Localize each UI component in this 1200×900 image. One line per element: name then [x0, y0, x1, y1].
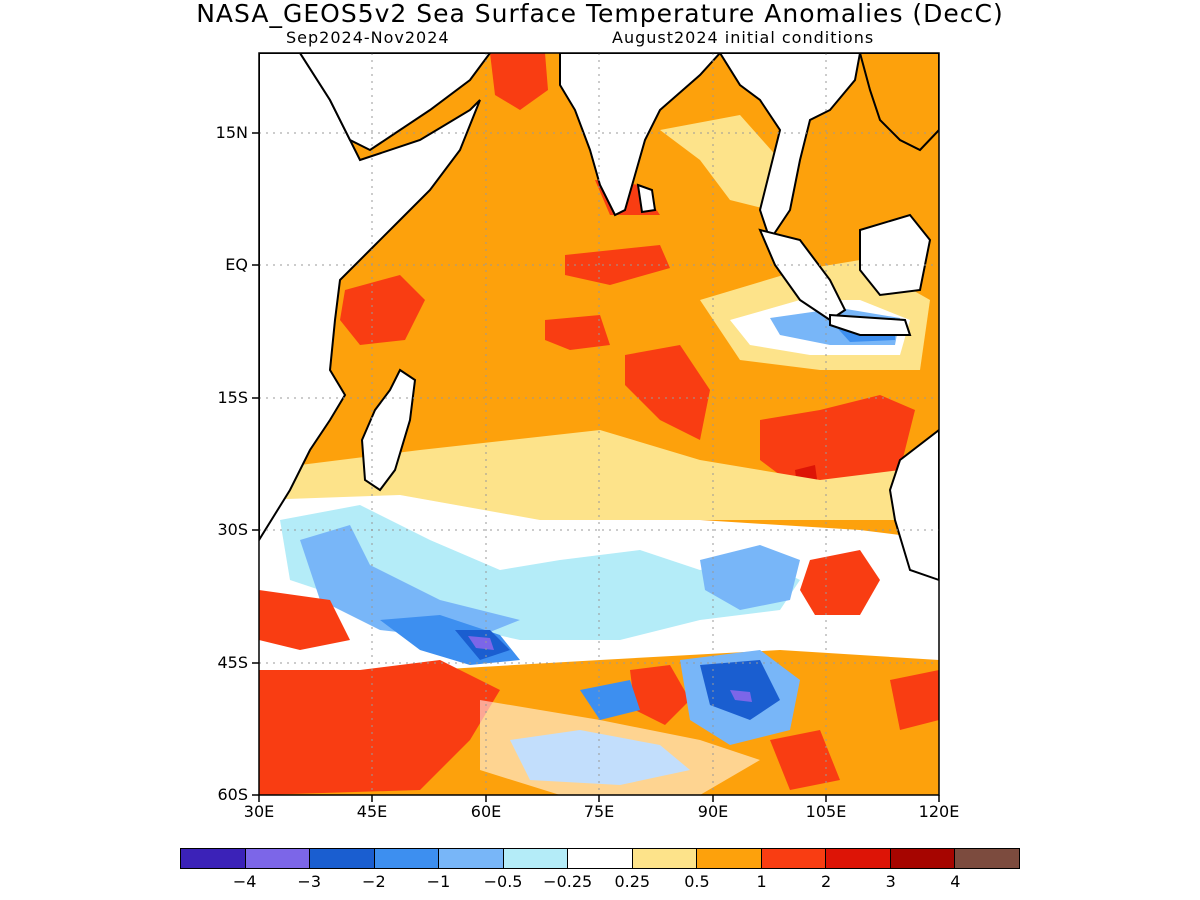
tick-marks [252, 132, 940, 802]
anomaly-red-central [545, 315, 610, 350]
colorbar-swatch-3 [374, 849, 440, 868]
anomaly-lightblue-east-midlat [700, 545, 800, 610]
anomaly-yellow-east-tropics [660, 115, 780, 210]
map-title: NASA_GEOS5v2 Sea Surface Temperature Ano… [196, 0, 1004, 28]
initial-conditions: August2024 initial conditions [612, 28, 875, 47]
land-india [559, 53, 722, 217]
anomaly-lightblue-midlat [300, 525, 520, 640]
colorbar-swatch-7 [632, 849, 698, 868]
anomaly-red-south-east [890, 670, 939, 730]
land-australia [888, 428, 939, 582]
anomaly-purple-south-core [730, 690, 752, 702]
lat-label-15s: 15S [217, 388, 248, 407]
forecast-period: Sep2024-Nov2024 [286, 28, 450, 47]
anomaly-red-south-far-east [770, 730, 840, 790]
lon-label-45e: 45E [356, 802, 388, 821]
lat-label-30s: 30S [217, 520, 248, 539]
colorbar-label: 4 [950, 872, 961, 891]
colorbar-label: 0.5 [684, 872, 710, 891]
lat-label-15n: 15N [215, 123, 248, 142]
colorbar-label: 0.25 [614, 872, 651, 891]
colorbar-label: −3 [297, 872, 322, 891]
colorbar-swatch-5 [503, 849, 569, 868]
colorbar [180, 848, 1020, 869]
anomaly-blue-south-core [700, 660, 780, 720]
colorbar-swatch-6 [568, 849, 633, 868]
land-srilanka [636, 183, 657, 214]
colorbar-label: 1 [756, 872, 767, 891]
anomaly-red-south-band [259, 660, 500, 795]
anomaly-red-southwest [259, 590, 350, 650]
colorbar-swatch-10 [826, 849, 891, 868]
lon-label-60e: 60E [470, 802, 502, 821]
colorbar-label: 3 [885, 872, 896, 891]
colorbar-label: −2 [362, 872, 386, 891]
land-seasia [718, 53, 862, 243]
colorbar-swatch-12 [955, 849, 1019, 868]
anomaly-red-east-midlat [800, 550, 880, 615]
anomaly-red-southeast [625, 345, 710, 440]
colorbar-label: −0.25 [543, 872, 593, 891]
lon-label-30e: 30E [243, 802, 275, 821]
colorbar-swatch-11 [890, 849, 956, 868]
colorbar-swatch-8 [697, 849, 762, 868]
lon-label-75e: 75E [583, 802, 615, 821]
land-africa [259, 53, 481, 542]
land-indochina-east [858, 53, 939, 152]
lat-label-60s: 60S [217, 785, 248, 804]
colorbar-label: −4 [232, 872, 257, 891]
lat-label-eq: EQ [225, 255, 248, 274]
colorbar-swatch-4 [439, 849, 504, 868]
anomaly-white-south-deep [480, 700, 760, 795]
colorbar-swatch-9 [761, 849, 827, 868]
colorbar-swatch-2 [310, 849, 375, 868]
colorbar-swatch-1 [245, 849, 311, 868]
colorbar-label: −1 [426, 872, 451, 891]
colorbar-label: 2 [821, 872, 832, 891]
anomaly-purple-core [468, 636, 494, 650]
colorbar-swatch-0 [181, 849, 246, 868]
colorbar-label: −0.5 [483, 872, 523, 891]
map-grid [259, 53, 939, 795]
land-arabia [298, 53, 492, 152]
lon-label-90e: 90E [697, 802, 729, 821]
land-borneo [859, 213, 932, 297]
anomaly-red-south-center [630, 665, 690, 725]
anomaly-blue-south-west [580, 680, 640, 720]
lon-label-105e: 105E [805, 802, 847, 821]
anomaly-red-west-eq [340, 275, 425, 345]
land-java [829, 313, 912, 336]
lon-label-120e: 120E [918, 802, 960, 821]
land-madagascar [360, 368, 417, 492]
anomaly-red-arabian-north [490, 53, 548, 110]
lat-label-45s: 45S [217, 653, 248, 672]
